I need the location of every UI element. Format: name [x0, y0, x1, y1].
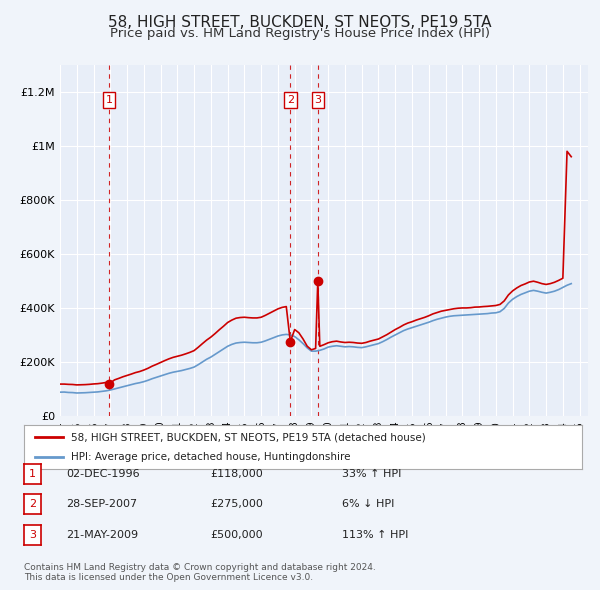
Text: 1: 1 — [29, 469, 36, 478]
Text: 3: 3 — [314, 95, 321, 105]
Text: 02-DEC-1996: 02-DEC-1996 — [66, 469, 140, 478]
Text: 33% ↑ HPI: 33% ↑ HPI — [342, 469, 401, 478]
Text: 58, HIGH STREET, BUCKDEN, ST NEOTS, PE19 5TA: 58, HIGH STREET, BUCKDEN, ST NEOTS, PE19… — [108, 15, 492, 30]
Text: £118,000: £118,000 — [210, 469, 263, 478]
Text: HPI: Average price, detached house, Huntingdonshire: HPI: Average price, detached house, Hunt… — [71, 452, 351, 461]
Text: 1: 1 — [106, 95, 112, 105]
Text: 6% ↓ HPI: 6% ↓ HPI — [342, 500, 394, 509]
Text: £500,000: £500,000 — [210, 530, 263, 540]
Text: Price paid vs. HM Land Registry's House Price Index (HPI): Price paid vs. HM Land Registry's House … — [110, 27, 490, 40]
Text: £275,000: £275,000 — [210, 500, 263, 509]
Text: 21-MAY-2009: 21-MAY-2009 — [66, 530, 138, 540]
Text: 58, HIGH STREET, BUCKDEN, ST NEOTS, PE19 5TA (detached house): 58, HIGH STREET, BUCKDEN, ST NEOTS, PE19… — [71, 432, 426, 442]
Text: 28-SEP-2007: 28-SEP-2007 — [66, 500, 137, 509]
Text: 2: 2 — [287, 95, 294, 105]
Text: Contains HM Land Registry data © Crown copyright and database right 2024.
This d: Contains HM Land Registry data © Crown c… — [24, 563, 376, 582]
Text: 2: 2 — [29, 500, 36, 509]
Text: 113% ↑ HPI: 113% ↑ HPI — [342, 530, 409, 540]
Text: 3: 3 — [29, 530, 36, 540]
